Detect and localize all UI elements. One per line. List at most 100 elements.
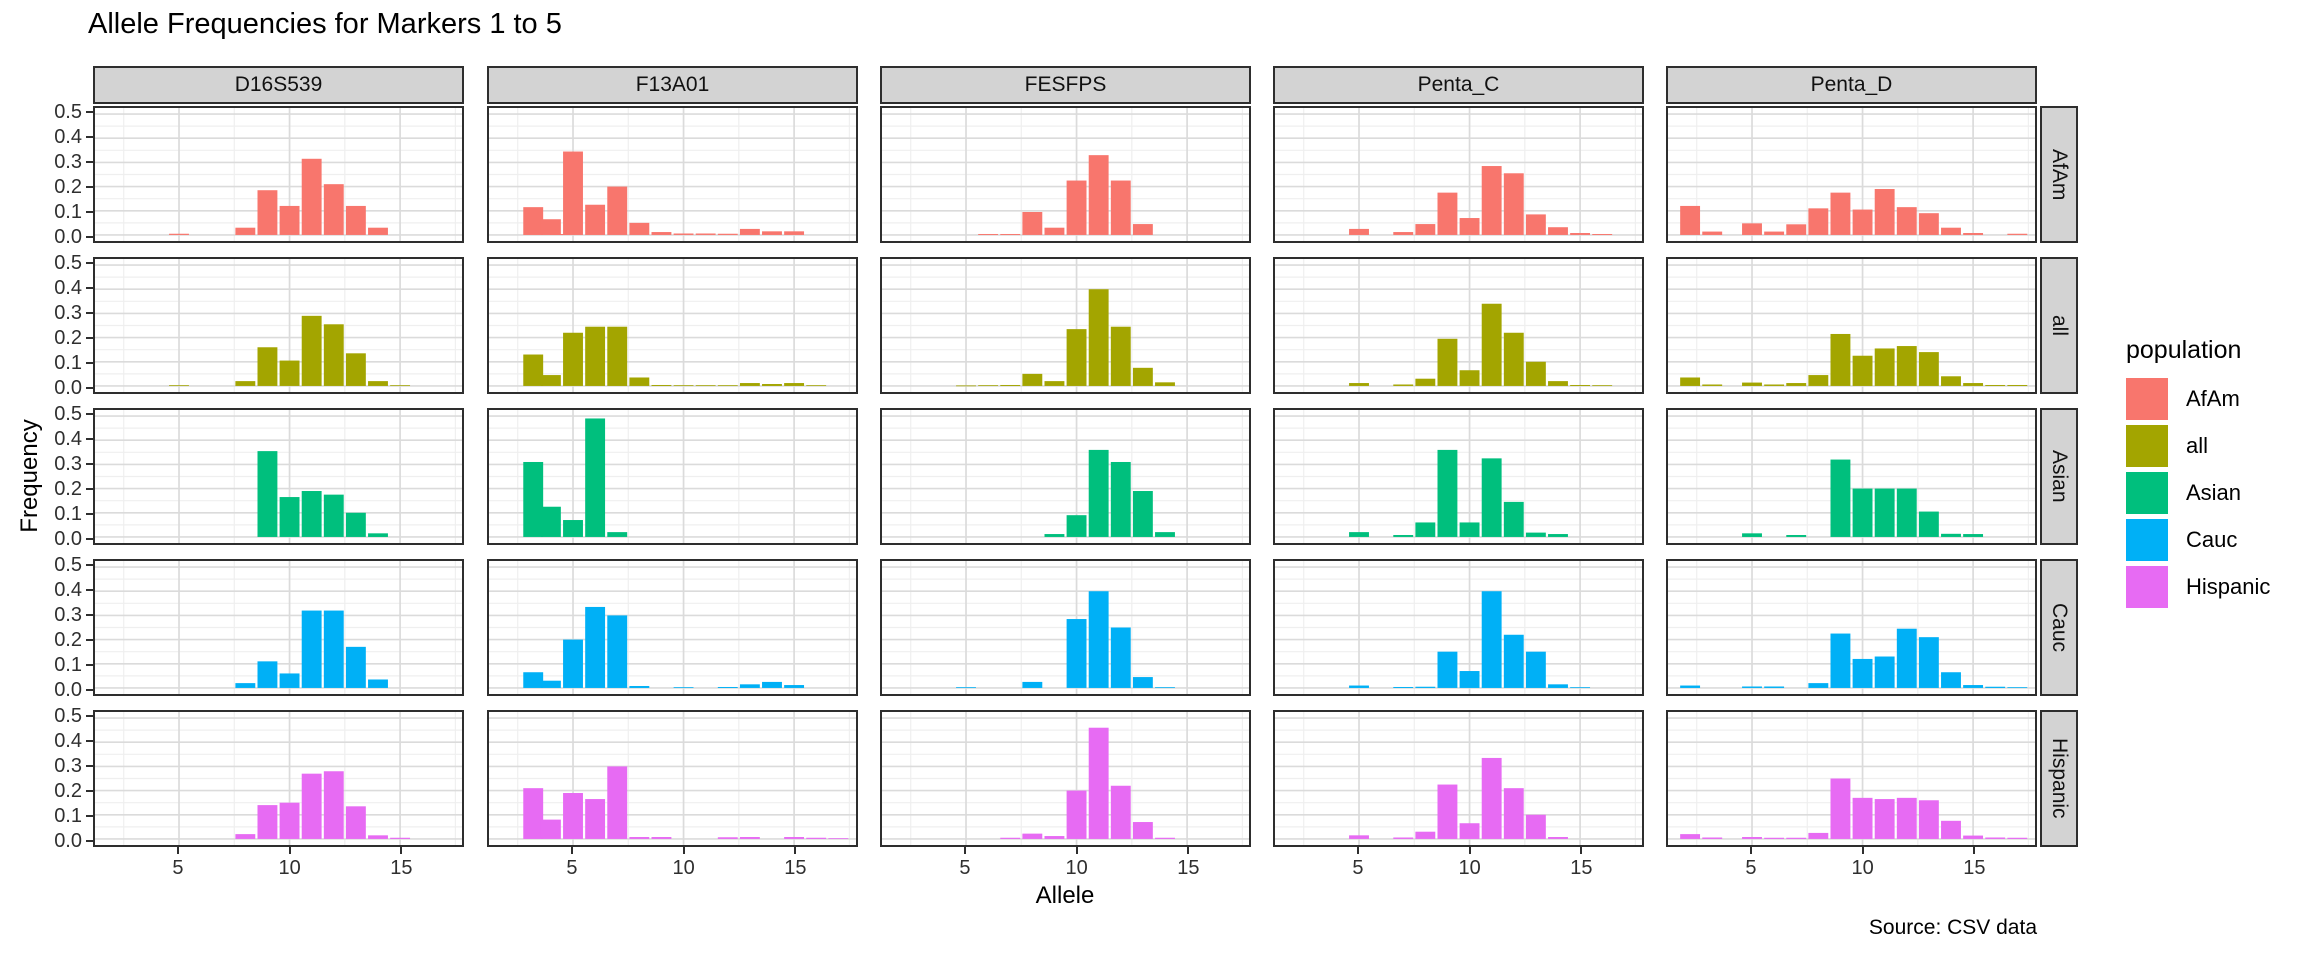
bar — [1459, 823, 1480, 839]
bar — [1044, 381, 1065, 386]
bar — [1896, 488, 1917, 537]
caption: Source: CSV data — [1868, 916, 2037, 939]
panel-F13A01-Hispanic — [487, 710, 858, 847]
panel-canvas — [1275, 108, 1642, 241]
bar — [563, 793, 583, 839]
bar — [1764, 837, 1785, 839]
bar — [1110, 326, 1131, 386]
bar — [257, 451, 278, 537]
bar — [717, 837, 738, 839]
y-axis-tick-label: 0.1 — [54, 200, 82, 223]
y-axis-tick — [86, 512, 93, 515]
x-axis-tick-label: 15 — [784, 857, 807, 879]
bar — [1830, 333, 1851, 386]
panel-Penta_D-Cauc — [1666, 559, 2037, 696]
x-axis-tick-label: 15 — [390, 857, 413, 879]
bar — [956, 687, 976, 689]
bar — [1896, 346, 1917, 386]
bar — [739, 837, 760, 839]
panel-canvas — [95, 108, 462, 241]
bar — [1896, 628, 1917, 688]
bar — [1088, 449, 1109, 537]
bar — [1415, 686, 1436, 688]
panel-Penta_D-all — [1666, 257, 2037, 394]
bar — [784, 231, 805, 235]
bar — [1349, 383, 1369, 386]
bar — [1437, 651, 1458, 688]
bar — [651, 837, 672, 839]
bar — [739, 684, 760, 688]
facet-row-strip-label: all — [2048, 314, 2071, 336]
y-axis-tick-label: 0.1 — [54, 502, 82, 525]
x-axis-tick-label: 10 — [278, 857, 301, 879]
bar — [279, 673, 300, 688]
bar — [1742, 223, 1762, 235]
y-axis-tick — [86, 814, 93, 817]
bar — [1503, 173, 1524, 235]
bar — [784, 685, 805, 688]
bar — [235, 834, 256, 839]
bar — [345, 205, 366, 235]
bar — [1110, 627, 1131, 688]
bar — [1066, 515, 1087, 537]
bar — [1349, 685, 1369, 688]
bar — [1088, 727, 1109, 839]
bar — [301, 773, 322, 839]
bar — [1415, 224, 1436, 235]
bar — [1066, 619, 1087, 688]
bar — [1702, 837, 1723, 839]
bar — [1742, 837, 1762, 839]
bar — [784, 837, 805, 839]
facet-column-strip: F13A01 — [487, 66, 858, 104]
y-axis-tick — [86, 638, 93, 641]
bar — [368, 227, 388, 235]
bar — [301, 315, 322, 386]
panel-Penta_C-Cauc — [1273, 559, 1644, 696]
bar — [1592, 385, 1613, 387]
bar — [563, 520, 583, 537]
bar — [2007, 687, 2028, 689]
bar — [368, 679, 388, 688]
bar — [1742, 686, 1762, 688]
bar — [323, 494, 344, 537]
facet-row-strip-label: Cauc — [2048, 602, 2071, 653]
bar — [1548, 684, 1568, 688]
facet-row-strip: Cauc — [2040, 559, 2078, 696]
bar — [695, 233, 716, 235]
bar — [1349, 532, 1369, 537]
bar — [1941, 227, 1961, 235]
panel-canvas — [1668, 259, 2035, 392]
y-axis-tick — [86, 715, 93, 718]
bar — [1702, 384, 1723, 386]
y-axis-tick-label: 0.1 — [54, 804, 82, 827]
legend-label-Cauc: Cauc — [2186, 527, 2238, 552]
x-axis-tick — [682, 847, 685, 854]
bar — [1066, 329, 1087, 386]
bar — [390, 385, 411, 387]
bar — [1459, 522, 1480, 537]
bar — [257, 661, 278, 688]
bar — [1155, 687, 1175, 689]
panel-canvas — [489, 108, 856, 241]
panel-Penta_C-Hispanic — [1273, 710, 1644, 847]
y-axis-tick — [86, 589, 93, 592]
y-axis-tick-label: 0.0 — [54, 376, 82, 399]
bar — [1415, 831, 1436, 839]
facet-column-strip: D16S539 — [93, 66, 464, 104]
x-axis-tick — [400, 847, 403, 854]
panel-canvas — [489, 410, 856, 543]
bar — [2007, 837, 2028, 839]
bar — [235, 381, 256, 386]
bar — [1132, 822, 1153, 839]
panel-canvas — [882, 712, 1249, 845]
bar — [673, 233, 694, 235]
bar — [1155, 837, 1175, 839]
bar — [1022, 681, 1043, 688]
bar — [563, 639, 583, 688]
bar — [1570, 233, 1591, 235]
bar — [1808, 375, 1829, 386]
bar — [1110, 180, 1131, 235]
bar — [1088, 289, 1109, 386]
bar — [1852, 658, 1873, 688]
x-axis-tick-label: 10 — [1458, 857, 1481, 879]
